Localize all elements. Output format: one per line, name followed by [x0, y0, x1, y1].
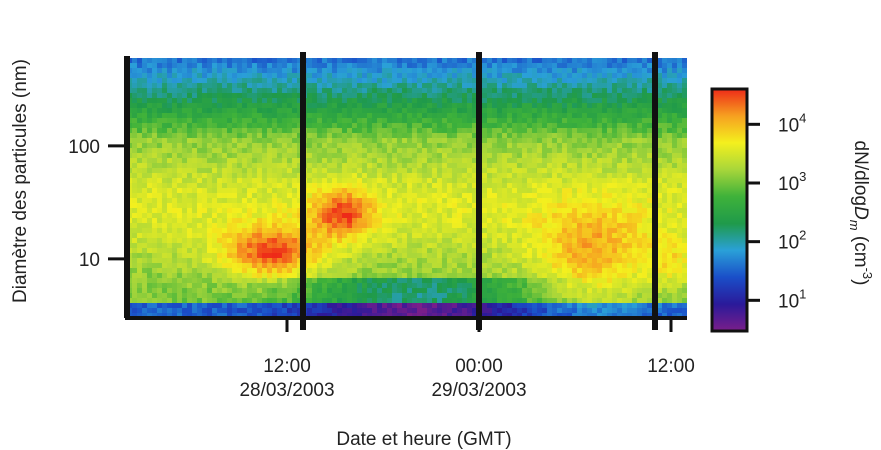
colorbar-ticks: 104 103 102 101 [747, 110, 806, 312]
colorbar-title-prefix: dN/dlog [850, 141, 871, 207]
heatmap-cells [127, 58, 687, 318]
y-tick-label: 100 [68, 137, 100, 158]
colorbar-tick-label: 101 [778, 286, 806, 312]
x-tick-label: 00:00 [455, 356, 503, 377]
x-tick-date-label: 28/03/2003 [239, 380, 334, 401]
x-axis-ticks: 12:00 28/03/2003 00:00 29/03/2003 12:00 [239, 318, 695, 401]
y-tick-label: 10 [79, 250, 100, 271]
day-separators [300, 52, 658, 330]
colorbar-tick-label: 102 [778, 228, 806, 254]
x-tick-label: 12:00 [647, 356, 695, 377]
colorbar [710, 87, 749, 333]
x-tick-date-label: 29/03/2003 [431, 380, 526, 401]
colorbar-tick-label: 104 [778, 110, 806, 136]
colorbar-title-unit-close: ) [850, 279, 871, 285]
y-axis-title: Diamètre des particules (nm) [10, 59, 31, 303]
colorbar-tick-label: 103 [778, 169, 806, 195]
colorbar-title: dN/dlogDm (cm-3) [847, 141, 875, 286]
y-axis-ticks: 100 10 [68, 137, 127, 271]
x-axis-title: Date et heure (GMT) [336, 429, 511, 450]
colorbar-title-unit-open: (cm [850, 231, 871, 268]
colorbar-title-unit-sup: -3 [860, 268, 875, 280]
colorbar-title-sub: m [847, 220, 862, 231]
x-tick-label: 12:00 [263, 356, 311, 377]
colorbar-title-var: D [850, 206, 871, 220]
